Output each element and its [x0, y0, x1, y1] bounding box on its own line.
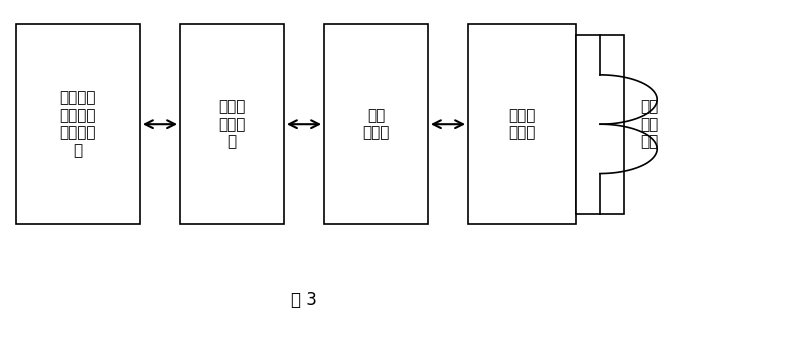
Text: 电力控制
用电压源
型变换装
置: 电力控制 用电压源 型变换装 置	[60, 91, 96, 158]
Text: 超导
储能
电感: 超导 储能 电感	[640, 99, 658, 149]
Bar	[576, 34, 624, 214]
Bar	[324, 24, 428, 224]
Bar	[468, 24, 576, 224]
Text: 低频
变压器: 低频 变压器	[362, 108, 390, 140]
Bar	[16, 24, 140, 224]
Text: 电压源
型逆变
器: 电压源 型逆变 器	[218, 99, 246, 149]
Bar	[180, 24, 284, 224]
Text: 图 3: 图 3	[291, 291, 317, 309]
Text: 可控硅
变换器: 可控硅 变换器	[508, 108, 536, 140]
